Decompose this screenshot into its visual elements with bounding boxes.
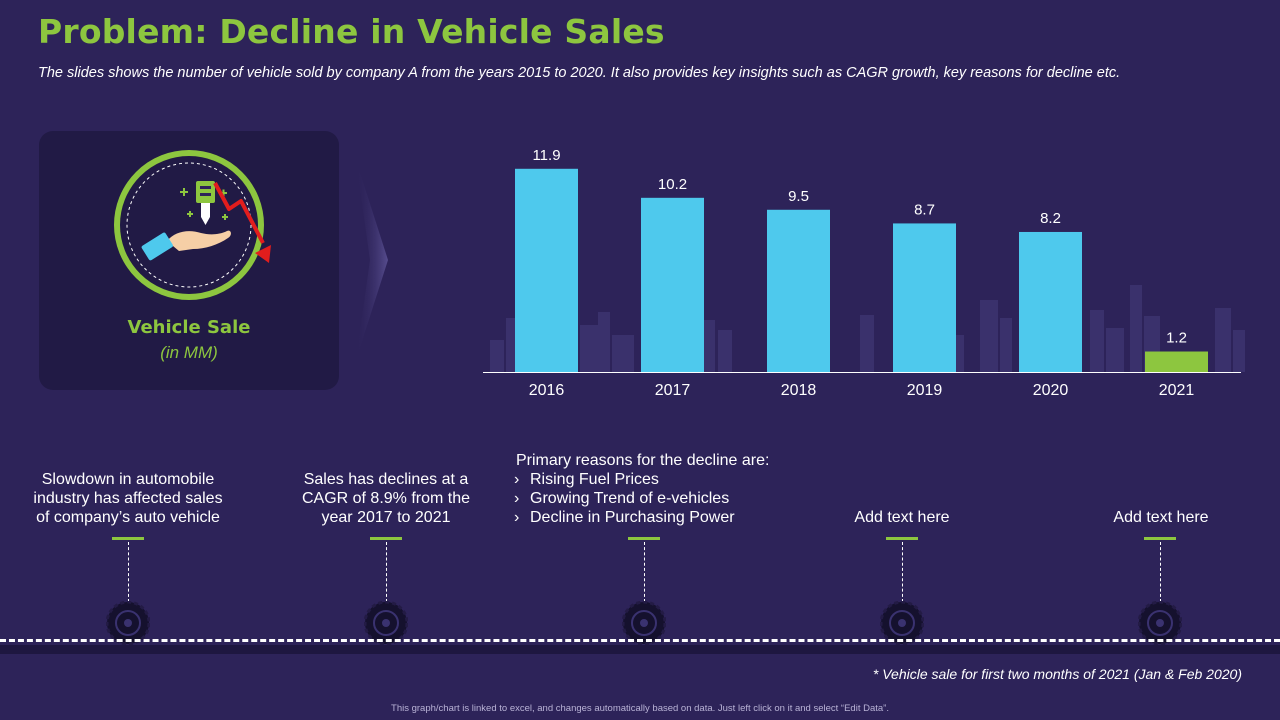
chevron-right-icon (356, 160, 390, 360)
category-label-2016: 2016 (529, 382, 565, 399)
data-label-2018: 9.5 (788, 188, 809, 205)
data-label-2019: 8.7 (914, 201, 935, 218)
reasons-heading: Primary reasons for the decline are: (516, 451, 769, 470)
category-label-2017: 2017 (655, 382, 691, 399)
decline-reasons: Primary reasons for the decline are: Ris… (516, 451, 769, 527)
bar-2019 (893, 223, 956, 372)
marker-line (386, 542, 387, 602)
placeholder-text-2: Add text here (1061, 508, 1261, 527)
hand-key-decline-icon (109, 145, 289, 305)
vehicle-sale-card: Vehicle Sale (in MM) (39, 131, 339, 390)
placeholder-text-1: Add text here (802, 508, 1002, 527)
page-title: Problem: Decline in Vehicle Sales (38, 12, 665, 51)
reason-item: Rising Fuel Prices (516, 470, 769, 489)
marker-line (128, 542, 129, 602)
excel-link-note: This graph/chart is linked to excel, and… (0, 703, 1280, 714)
bar-2017 (641, 198, 704, 372)
data-label-2020: 8.2 (1040, 210, 1061, 227)
marker-line (1160, 542, 1161, 602)
data-label-2017: 10.2 (658, 176, 687, 193)
reason-item: Growing Trend of e-vehicles (516, 489, 769, 508)
bar-2016 (515, 169, 578, 372)
category-label-2018: 2018 (781, 382, 817, 399)
marker-line (902, 542, 903, 602)
marker-tick (112, 537, 144, 540)
card-subtitle: (in MM) (39, 343, 339, 363)
city-skyline-decoration (490, 285, 1245, 372)
road-base (0, 645, 1280, 654)
marker-tick (1144, 537, 1176, 540)
footnote: * Vehicle sale for first two months of 2… (873, 666, 1242, 682)
category-label-2020: 2020 (1033, 382, 1069, 399)
road-dashed-line (0, 639, 1280, 642)
category-label-2021: 2021 (1159, 382, 1195, 399)
reason-item: Decline in Purchasing Power (516, 508, 769, 527)
insight-text-1: Slowdown in automobile industry has affe… (28, 470, 228, 527)
marker-tick (886, 537, 918, 540)
marker-tick (370, 537, 402, 540)
data-label-2016: 11.9 (532, 147, 560, 164)
chart-data-labels: 11.9 10.2 9.5 8.7 8.2 1.2 (532, 147, 1186, 347)
card-title: Vehicle Sale (39, 317, 339, 338)
page-subtitle: The slides shows the number of vehicle s… (38, 65, 1258, 81)
category-label-2019: 2019 (907, 382, 943, 399)
marker-tick (628, 537, 660, 540)
bar-2020 (1019, 232, 1082, 372)
data-label-2021: 1.2 (1166, 330, 1187, 347)
vehicle-sales-bar-chart: 11.9 10.2 9.5 8.7 8.2 1.2 2016 2017 2018 2019 202… (470, 140, 1260, 410)
insight-text-2: Sales has declines at a CAGR of 8.9% fro… (286, 470, 486, 527)
reasons-list: Rising Fuel Prices Growing Trend of e-ve… (516, 470, 769, 527)
chart-category-labels: 2016 2017 2018 2019 2020 2021 (529, 382, 1195, 399)
marker-line (644, 542, 645, 602)
bar-2018 (767, 210, 830, 372)
bar-2021 (1145, 352, 1208, 372)
